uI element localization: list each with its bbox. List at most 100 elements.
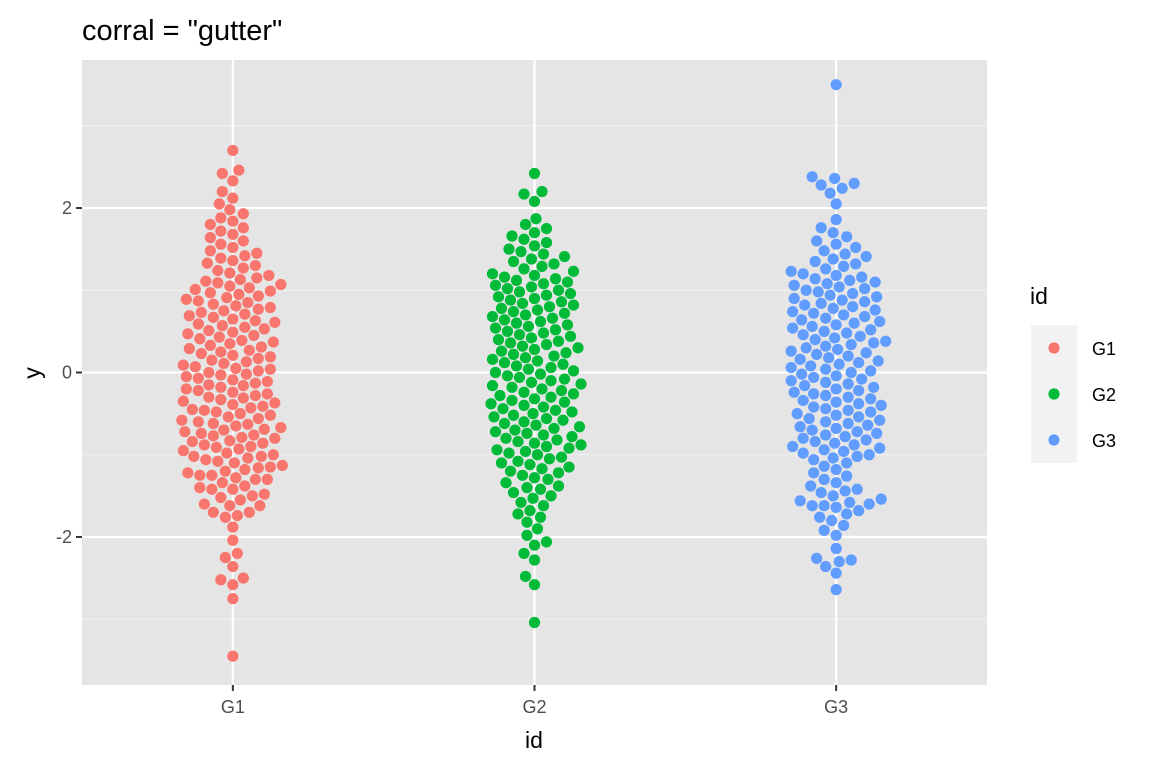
data-point-g1 bbox=[192, 318, 204, 330]
data-point-g3 bbox=[874, 414, 886, 426]
data-point-g1 bbox=[207, 417, 219, 430]
data-point-g2 bbox=[543, 453, 556, 465]
data-point-g3 bbox=[809, 255, 821, 268]
data-point-g1 bbox=[252, 352, 264, 365]
data-point-g2 bbox=[528, 195, 541, 208]
data-point-g1 bbox=[177, 445, 189, 457]
data-point-g2 bbox=[486, 353, 499, 365]
data-point-g2 bbox=[536, 185, 548, 198]
data-point-g3 bbox=[880, 335, 892, 347]
legend-key-g2 bbox=[1048, 388, 1060, 400]
data-point-g2 bbox=[564, 287, 577, 300]
data-point-g2 bbox=[528, 554, 541, 566]
data-point-g3 bbox=[815, 486, 827, 499]
data-point-g2 bbox=[534, 483, 547, 495]
data-point-g2 bbox=[518, 188, 530, 200]
data-point-g1 bbox=[261, 388, 273, 400]
data-point-g2 bbox=[485, 398, 497, 410]
data-point-g2 bbox=[573, 421, 586, 433]
data-point-g1 bbox=[194, 469, 206, 481]
data-point-g3 bbox=[820, 312, 832, 324]
data-point-g3 bbox=[808, 401, 820, 413]
data-point-g2 bbox=[486, 268, 499, 280]
data-point-g3 bbox=[872, 355, 884, 367]
data-point-g1 bbox=[234, 494, 246, 506]
data-point-g2 bbox=[531, 304, 544, 316]
data-point-g3 bbox=[865, 365, 877, 377]
data-point-g3 bbox=[794, 495, 806, 507]
data-point-g2 bbox=[516, 340, 529, 352]
data-point-g2 bbox=[552, 284, 565, 296]
data-point-g1 bbox=[236, 334, 248, 347]
data-point-g1 bbox=[207, 298, 219, 310]
data-point-g3 bbox=[823, 352, 835, 364]
data-point-g2 bbox=[530, 419, 542, 431]
data-point-g3 bbox=[811, 348, 823, 361]
data-point-g2 bbox=[513, 371, 526, 384]
data-point-g2 bbox=[548, 422, 560, 435]
data-point-g3 bbox=[818, 473, 830, 486]
data-point-g1 bbox=[224, 338, 236, 350]
data-point-g1 bbox=[195, 427, 207, 439]
data-point-g3 bbox=[862, 419, 874, 431]
data-point-g2 bbox=[486, 380, 499, 392]
x-axis-title: id bbox=[525, 727, 543, 753]
data-point-g3 bbox=[806, 500, 818, 512]
data-point-g2 bbox=[519, 352, 532, 364]
data-point-g2 bbox=[504, 465, 517, 477]
data-point-g2 bbox=[560, 347, 572, 359]
data-point-g3 bbox=[848, 317, 860, 329]
data-point-g2 bbox=[558, 396, 571, 408]
data-point-g2 bbox=[507, 486, 520, 499]
data-point-g1 bbox=[267, 449, 279, 461]
data-point-g1 bbox=[227, 483, 239, 495]
data-point-g3 bbox=[830, 529, 842, 541]
data-point-g1 bbox=[215, 252, 227, 264]
data-point-g2 bbox=[521, 516, 533, 528]
data-point-g2 bbox=[528, 472, 541, 484]
data-point-g2 bbox=[564, 330, 577, 342]
data-point-g1 bbox=[267, 336, 279, 348]
data-point-g1 bbox=[252, 462, 264, 474]
chart-title: corral = "gutter" bbox=[82, 15, 282, 47]
data-point-g1 bbox=[237, 392, 249, 404]
data-point-g1 bbox=[227, 255, 239, 267]
data-point-g2 bbox=[537, 327, 550, 339]
data-point-g1 bbox=[227, 593, 239, 605]
data-point-g2 bbox=[540, 236, 553, 249]
data-point-g3 bbox=[797, 447, 809, 459]
data-point-g2 bbox=[557, 414, 569, 426]
data-point-g3 bbox=[794, 353, 806, 365]
data-point-g2 bbox=[498, 417, 511, 430]
data-point-g2 bbox=[525, 332, 538, 344]
data-point-g1 bbox=[227, 534, 239, 546]
data-point-g1 bbox=[227, 650, 239, 662]
data-point-g2 bbox=[506, 230, 518, 242]
data-point-g1 bbox=[243, 344, 255, 356]
data-point-g1 bbox=[239, 480, 251, 492]
data-point-g3 bbox=[875, 399, 887, 411]
data-point-g2 bbox=[521, 529, 533, 541]
data-point-g2 bbox=[507, 306, 520, 318]
data-point-g3 bbox=[833, 358, 845, 370]
data-point-g3 bbox=[863, 498, 875, 510]
data-point-g1 bbox=[264, 461, 276, 473]
data-point-g1 bbox=[177, 395, 189, 407]
data-point-g1 bbox=[230, 472, 242, 484]
data-point-g2 bbox=[509, 424, 521, 436]
data-point-g3 bbox=[833, 281, 845, 293]
data-point-g3 bbox=[830, 501, 842, 513]
data-point-g3 bbox=[818, 460, 830, 472]
data-point-g2 bbox=[528, 240, 541, 252]
data-point-g1 bbox=[198, 439, 210, 451]
x-tick-label: G3 bbox=[824, 697, 848, 717]
data-point-g2 bbox=[537, 429, 550, 441]
data-point-g1 bbox=[207, 506, 219, 518]
data-point-g2 bbox=[540, 412, 553, 425]
data-point-g1 bbox=[183, 310, 195, 322]
data-point-g1 bbox=[269, 397, 281, 409]
data-point-g2 bbox=[566, 431, 578, 443]
data-point-g3 bbox=[812, 286, 824, 298]
data-point-g2 bbox=[507, 409, 520, 421]
data-point-g3 bbox=[785, 361, 797, 374]
